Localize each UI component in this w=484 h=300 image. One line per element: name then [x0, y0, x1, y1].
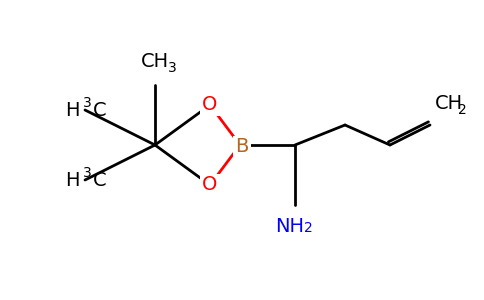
Text: B: B	[235, 137, 249, 157]
Text: H: H	[65, 170, 80, 190]
Text: O: O	[202, 95, 218, 115]
Text: O: O	[202, 176, 218, 194]
Text: CH: CH	[435, 94, 463, 113]
Text: 3: 3	[83, 96, 92, 110]
Text: C: C	[93, 100, 106, 119]
Text: CH: CH	[141, 52, 169, 71]
Text: H: H	[65, 100, 80, 119]
Text: NH: NH	[275, 217, 304, 236]
Text: 2: 2	[304, 221, 313, 235]
Text: C: C	[93, 170, 106, 190]
Text: 3: 3	[168, 61, 177, 75]
Text: 3: 3	[83, 166, 92, 180]
Text: 2: 2	[458, 103, 467, 117]
